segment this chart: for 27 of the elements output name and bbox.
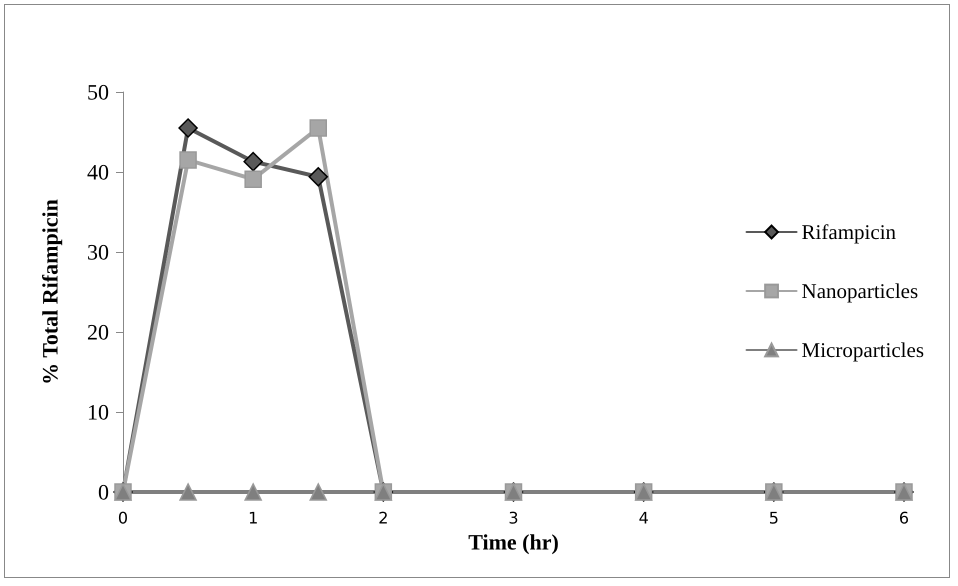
y-axis-title: % Total Rifampicin: [38, 199, 62, 385]
point: [179, 151, 197, 169]
point: [179, 483, 197, 501]
y-tick-label: 50: [87, 80, 109, 104]
point: [310, 483, 327, 501]
x-tick-label: 2: [378, 508, 388, 528]
y-tick-label: 0: [98, 480, 109, 504]
point: [308, 167, 328, 187]
legend-label: Rifampicin: [802, 220, 897, 244]
point: [243, 152, 263, 172]
x-tick-label: 4: [638, 508, 649, 528]
x-axis-title: Time (hr): [468, 529, 559, 554]
y-tick-label: 20: [87, 320, 109, 344]
point: [244, 483, 262, 501]
point: [244, 170, 262, 188]
x-tick-label: 0: [118, 508, 128, 528]
x-tick-label: 3: [508, 508, 519, 528]
y-tick-label: 10: [87, 400, 109, 424]
point: [310, 119, 327, 137]
x-tick-label: 5: [768, 508, 779, 528]
legend-label: Nanoparticles: [802, 279, 918, 303]
y-tick-label: 30: [87, 240, 109, 264]
x-tick-label: 1: [248, 508, 258, 528]
point: [178, 118, 198, 138]
y-tick-label: 40: [87, 160, 109, 184]
legend-label: Microparticles: [802, 338, 924, 362]
x-tick-label: 6: [898, 508, 910, 528]
